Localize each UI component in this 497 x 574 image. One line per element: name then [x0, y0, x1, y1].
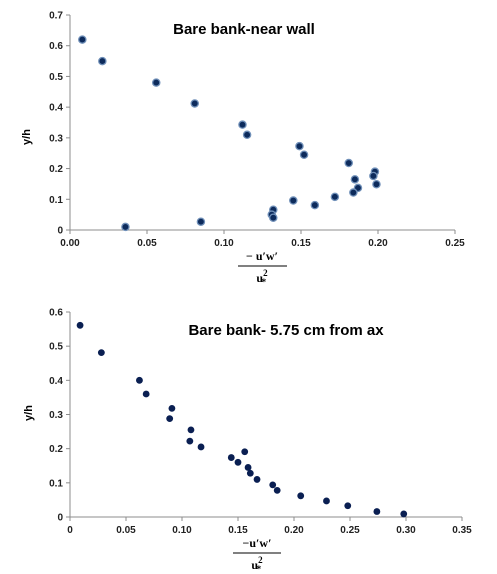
c1-y-tick-label: 0.3 [49, 133, 63, 144]
c2-x-tick-label: 0.20 [284, 525, 304, 536]
c1-data-point [330, 192, 340, 202]
c2-data-point [269, 481, 277, 489]
c1-y-tick-label: 0.4 [49, 103, 63, 114]
c2-data-point [136, 376, 143, 384]
c1-data-point [299, 150, 309, 159]
c2-data-point [168, 404, 176, 412]
chart2-axes [66, 311, 463, 521]
c1-y-tick-label: 0.5 [49, 72, 63, 83]
c2-data-point [186, 437, 194, 445]
c1-data-point [349, 188, 358, 197]
c1-data-point [151, 78, 161, 87]
chart1-x-label-numerator: − u′w′ [246, 249, 278, 263]
chart2-x-axis-label: −u′w′ u2 * [233, 536, 281, 574]
c2-y-tick-label: 0.5 [49, 342, 63, 353]
c2-data-point [323, 497, 330, 505]
c2-data-point [253, 476, 261, 483]
chart1-tick-labels: 0 0.1 0.2 0.3 0.4 0.5 0.6 0.7 0.00 0.05 0.10 0.15 0.… [49, 11, 465, 250]
c2-x-tick-label: 0.15 [228, 525, 248, 536]
c1-data-point [350, 175, 360, 184]
chart2-title: Bare bank- 5.75 cm from ax [188, 322, 384, 339]
c1-data-point [196, 217, 206, 226]
c2-x-tick-label: 0.10 [172, 525, 192, 536]
c2-data-point [142, 390, 150, 398]
c2-data-point [400, 510, 408, 518]
c1-x-tick-label: 0.00 [60, 238, 80, 249]
c2-x-tick-label: 0.30 [396, 525, 416, 536]
c2-x-tick-label: 0.05 [116, 525, 136, 536]
c1-data-point [369, 171, 378, 181]
chart1-x-axis-label: − u′w′ u2 * [238, 249, 287, 287]
c2-data-point [234, 458, 242, 466]
c1-data-point [238, 120, 247, 129]
chart1-axes [66, 14, 456, 234]
c2-y-tick-label: 0 [57, 513, 63, 524]
c1-data-point [98, 56, 107, 66]
chart2-x-label-numerator: −u′w′ [243, 536, 272, 550]
c2-y-tick-label: 0.2 [49, 444, 63, 455]
c2-data-point [241, 448, 249, 456]
c1-data-point [289, 196, 298, 205]
chart1-x-label-denominator: u2 * [256, 268, 268, 287]
c1-data-point [269, 213, 278, 222]
c1-data-point [242, 130, 252, 140]
c1-data-point [295, 141, 304, 151]
c1-data-point [372, 179, 381, 189]
c2-data-point [97, 349, 105, 357]
c1-x-tick-label: 0.15 [291, 238, 311, 249]
c2-data-point [166, 415, 174, 422]
c2-data-point [244, 464, 252, 471]
chart1-y-axis-label: y/h [21, 129, 33, 145]
c2-data-point [197, 443, 205, 451]
c2-data-point [373, 508, 381, 515]
c2-x-tick-label: 0 [67, 525, 73, 536]
c2-data-point [227, 454, 235, 461]
c1-x-tick-label: 0.10 [214, 238, 234, 249]
c2-y-tick-label: 0.1 [49, 478, 63, 489]
c2-data-point [273, 486, 281, 494]
c2-data-point [76, 321, 84, 329]
c2-data-point [187, 426, 195, 434]
c1-x-tick-label: 0.25 [445, 238, 465, 249]
chart1-points [78, 35, 381, 232]
c1-x-tick-label: 0.05 [137, 238, 157, 249]
c1-data-point [190, 99, 199, 108]
chart-bare-bank-near-wall: Bare bank-near wall y/h 0 0.1 0.2 0.3 0.4 0.5… [21, 11, 465, 288]
chart-bare-bank-5-75cm: Bare bank- 5.75 cm from ax y/h 0 0.1 0.2 0.… [23, 308, 472, 574]
c1-data-point [310, 200, 320, 210]
chart1-title: Bare bank-near wall [173, 21, 315, 38]
c1-y-tick-label: 0.2 [49, 164, 63, 175]
chart2-x-label-denominator: u2 * [251, 555, 263, 574]
c1-data-point [121, 222, 130, 232]
c1-y-tick-label: 0.1 [49, 195, 63, 206]
chart2-tick-labels: 0 0.1 0.2 0.3 0.4 0.5 0.6 0 0.05 0.10 0.15 0.20 0.25… [49, 308, 472, 537]
c1-data-point [78, 35, 87, 44]
c2-data-point [297, 492, 305, 500]
c1-y-tick-label: 0.7 [49, 11, 63, 22]
c2-x-tick-label: 0.25 [340, 525, 360, 536]
c2-y-tick-label: 0.6 [49, 308, 63, 319]
c1-data-point [344, 158, 353, 168]
c2-data-point [344, 502, 352, 510]
c2-data-point [246, 469, 254, 477]
c2-x-tick-label: 0.35 [452, 525, 472, 536]
c2-y-tick-label: 0.3 [49, 410, 63, 421]
c1-x-tick-label: 0.20 [368, 238, 388, 249]
c2-y-tick-label: 0.4 [49, 376, 63, 387]
chart2-points [76, 321, 408, 518]
c1-y-tick-label: 0 [57, 226, 63, 237]
c1-y-tick-label: 0.6 [49, 41, 63, 52]
chart2-y-axis-label: y/h [23, 405, 35, 421]
